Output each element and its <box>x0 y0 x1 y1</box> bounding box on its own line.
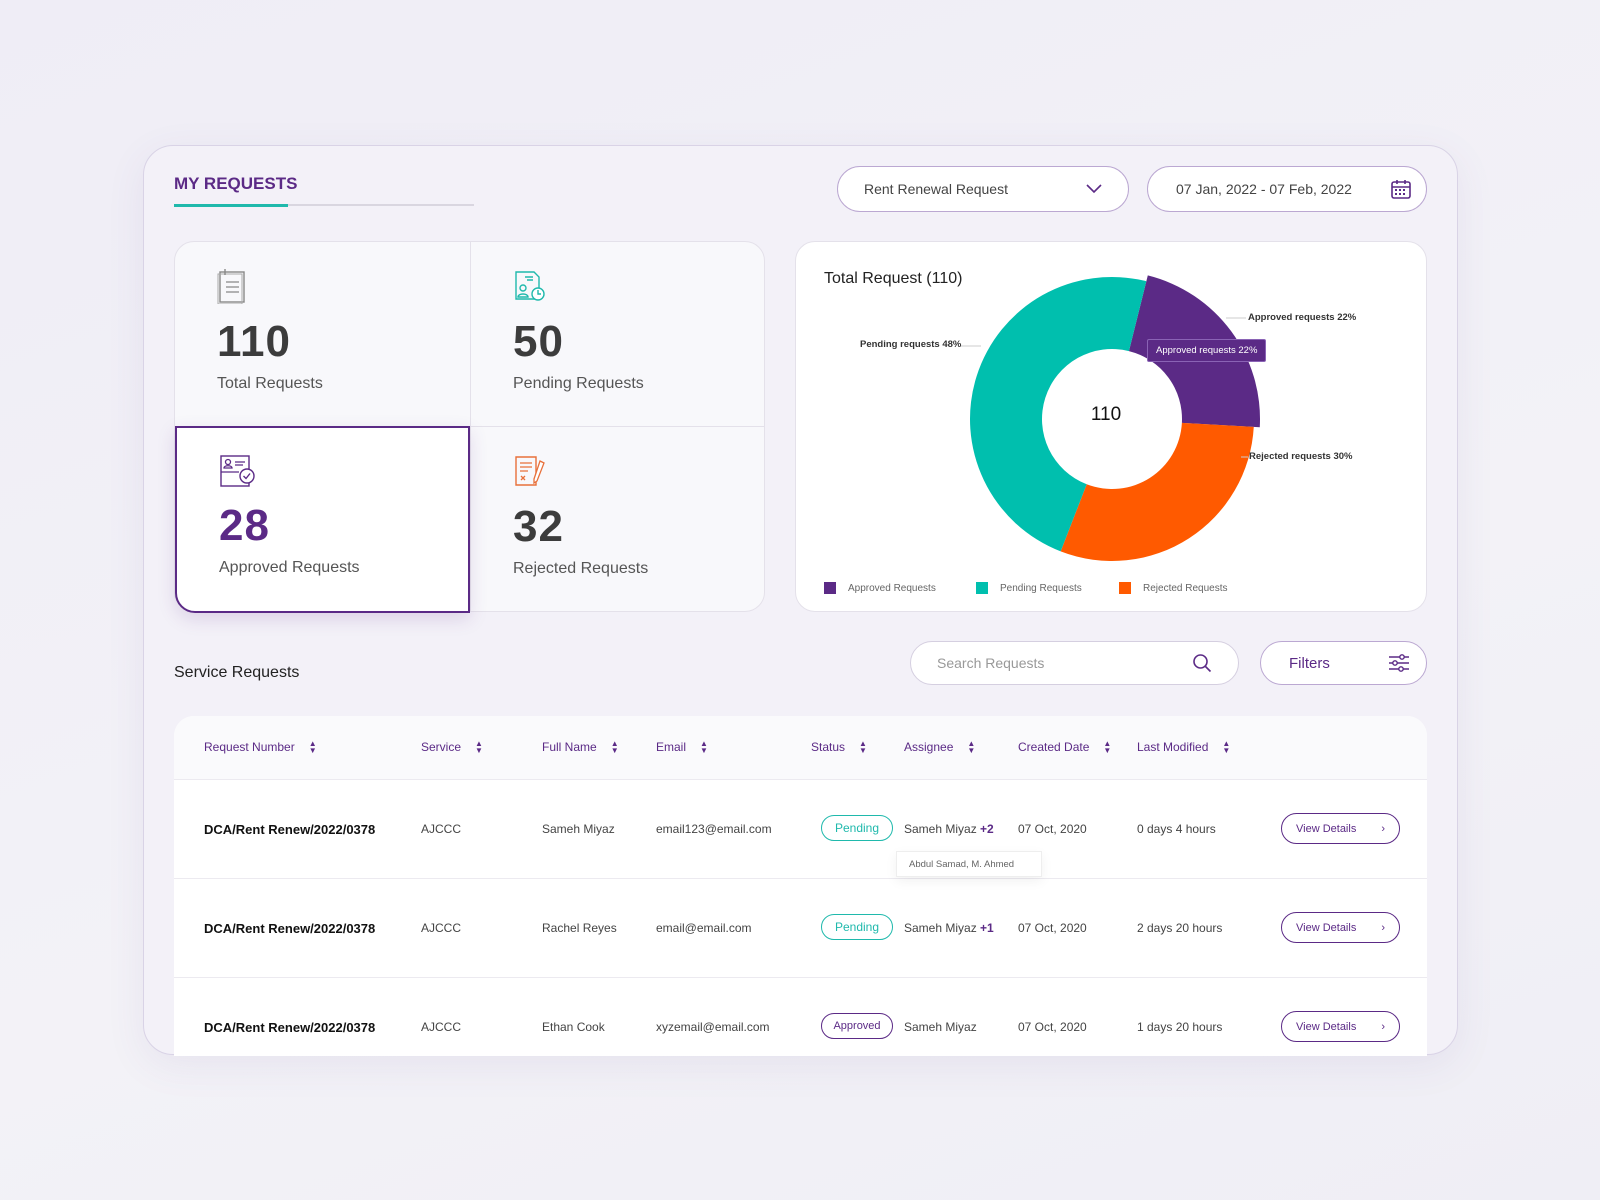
rejected-document-icon <box>515 456 545 486</box>
stat-pending[interactable]: 50 Pending Requests <box>471 242 766 427</box>
assignee-more[interactable]: +1 <box>980 921 994 935</box>
chevron-right-icon: › <box>1381 1020 1385 1033</box>
last-modified: 2 days 20 hours <box>1137 921 1223 935</box>
stat-total[interactable]: 110 Total Requests <box>175 242 470 427</box>
status-badge: Pending <box>821 914 893 940</box>
column-header[interactable]: Service ▲ ▼ <box>421 739 483 755</box>
service-select-value: Rent Renewal Request <box>864 181 1008 197</box>
legend-pending: Pending Requests <box>976 582 1082 594</box>
column-header[interactable]: Last Modified ▲ ▼ <box>1137 739 1231 755</box>
created-date: 07 Oct, 2020 <box>1018 921 1087 935</box>
chevron-right-icon: › <box>1381 822 1385 835</box>
tab-indicator <box>174 204 474 207</box>
full-name: Rachel Reyes <box>542 921 617 935</box>
page-title: MY REQUESTS <box>174 174 298 193</box>
search-input[interactable]: Search Requests <box>910 641 1239 685</box>
column-header[interactable]: Full Name ▲ ▼ <box>542 739 619 755</box>
donut-slice-approved[interactable] <box>1128 275 1260 428</box>
stat-approved[interactable]: 28 Approved Requests <box>175 426 470 613</box>
search-placeholder: Search Requests <box>937 655 1045 671</box>
column-header[interactable]: Assignee ▲ ▼ <box>904 739 976 755</box>
view-details-button[interactable]: View Details › <box>1281 912 1400 943</box>
stat-value: 110 <box>217 317 291 366</box>
full-name: Ethan Cook <box>542 1020 605 1034</box>
sort-icon[interactable]: ▲ ▼ <box>475 739 483 755</box>
donut-chart <box>961 275 1260 561</box>
stat-rejected[interactable]: 32 Rejected Requests <box>471 427 766 612</box>
created-date: 07 Oct, 2020 <box>1018 1020 1087 1034</box>
sort-icon[interactable]: ▲ ▼ <box>967 739 976 755</box>
service: AJCCC <box>421 921 462 935</box>
email: xyzemail@email.com <box>656 1020 770 1034</box>
status-badge: Pending <box>821 815 893 841</box>
created-date: 07 Oct, 2020 <box>1018 822 1087 836</box>
assignee-more[interactable]: +2 <box>980 822 994 836</box>
sort-icon[interactable]: ▲ ▼ <box>1103 739 1112 755</box>
assignee: Sameh Miyaz <box>904 1020 977 1034</box>
last-modified: 0 days 4 hours <box>1137 822 1216 836</box>
chart-title: Total Request (110) <box>824 270 963 287</box>
date-range-value: 07 Jan, 2022 - 07 Feb, 2022 <box>1176 181 1352 197</box>
donut-slice-pending[interactable] <box>970 276 1147 552</box>
stat-value: 28 <box>219 501 270 550</box>
service-select[interactable]: Rent Renewal Request <box>837 166 1129 212</box>
request-number[interactable]: DCA/Rent Renew/2022/0378 <box>204 822 376 837</box>
chevron-down-icon <box>1086 184 1102 194</box>
legend-rejected: Rejected Requests <box>1119 582 1228 594</box>
filters-label: Filters <box>1289 654 1330 672</box>
filters-button[interactable]: Filters <box>1260 641 1427 685</box>
status-badge: Approved <box>821 1013 893 1039</box>
sort-icon[interactable]: ▲ ▼ <box>859 739 867 755</box>
approved-document-icon <box>220 455 255 487</box>
assignee: Sameh Miyaz +2 <box>904 822 994 836</box>
table-row: DCA/Rent Renew/2022/0378 AJCCC Sameh Miyaz… <box>174 780 1427 879</box>
stat-label: Rejected Requests <box>513 560 649 577</box>
stats-grid: 110 Total Requests 50 Pending Requests 2… <box>174 241 766 613</box>
full-name: Sameh Miyaz <box>542 822 615 836</box>
stat-label: Pending Requests <box>513 375 644 392</box>
service-requests-table: Request Number ▲ ▼ Service ▲ ▼ Full Name ▲ ▼ Emai… <box>174 716 1427 1056</box>
assignee: Sameh Miyaz +1 <box>904 921 994 935</box>
column-header[interactable]: Status ▲ ▼ <box>811 739 867 755</box>
sort-icon[interactable]: ▲ ▼ <box>308 739 317 755</box>
sort-icon[interactable]: ▲ ▼ <box>1222 739 1231 755</box>
view-details-button[interactable]: View Details › <box>1281 1011 1400 1042</box>
pending-document-icon <box>515 271 545 301</box>
column-header[interactable]: Created Date ▲ ▼ <box>1018 739 1112 755</box>
search-icon[interactable] <box>1192 653 1212 673</box>
table-header: Request Number ▲ ▼ Service ▲ ▼ Full Name ▲ ▼ Emai… <box>174 716 1427 780</box>
legend-approved: Approved Requests <box>824 582 936 594</box>
sort-icon[interactable]: ▲ ▼ <box>700 739 708 755</box>
view-details-button[interactable]: View Details › <box>1281 813 1400 844</box>
donut-slice-rejected[interactable] <box>1060 422 1254 561</box>
service: AJCCC <box>421 822 462 836</box>
email: email@email.com <box>656 921 752 935</box>
document-icon <box>217 269 245 305</box>
sliders-icon <box>1389 654 1409 672</box>
request-number[interactable]: DCA/Rent Renew/2022/0378 <box>204 921 376 936</box>
stat-label: Total Requests <box>217 375 323 392</box>
column-header[interactable]: Email ▲ ▼ <box>656 739 708 755</box>
stat-label: Approved Requests <box>219 559 360 576</box>
sort-icon[interactable]: ▲ ▼ <box>610 739 619 755</box>
assignee-tooltip: Abdul Samad, M. Ahmed <box>896 851 1042 877</box>
column-header[interactable]: Request Number ▲ ▼ <box>204 739 317 755</box>
table-row: DCA/Rent Renew/2022/0378 AJCCC Ethan Cook x… <box>174 978 1427 1056</box>
service: AJCCC <box>421 1020 462 1034</box>
stat-value: 32 <box>513 502 564 551</box>
stat-value: 50 <box>513 317 564 366</box>
my-requests-panel: MY REQUESTS Rent Renewal Request 07 Jan,… <box>143 145 1458 1056</box>
email: email123@email.com <box>656 822 772 836</box>
last-modified: 1 days 20 hours <box>1137 1020 1223 1034</box>
table-row: DCA/Rent Renew/2022/0378 AJCCC Rachel Reye… <box>174 879 1427 978</box>
calendar-icon <box>1391 180 1411 199</box>
chevron-right-icon: › <box>1381 921 1385 934</box>
donut-chart-card: Total Request (110) Approved requests 22… <box>795 241 1427 612</box>
date-range-picker[interactable]: 07 Jan, 2022 - 07 Feb, 2022 <box>1147 166 1427 212</box>
request-number[interactable]: DCA/Rent Renew/2022/0378 <box>204 1020 376 1035</box>
section-title: Service Requests <box>174 664 300 681</box>
